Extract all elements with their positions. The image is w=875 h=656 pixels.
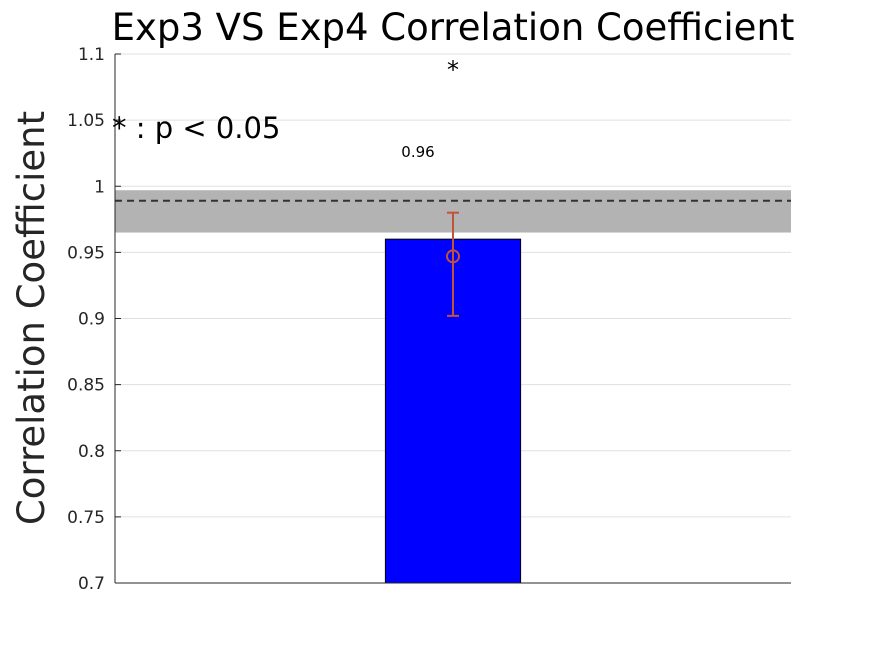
y-tick-label: 0.85	[67, 376, 105, 396]
y-tick-label: 0.9	[78, 310, 105, 330]
significance-marker: *	[447, 56, 459, 84]
y-tick-label: 0.7	[78, 574, 105, 594]
y-tick-label: 0.75	[67, 508, 105, 528]
significance-note: * : p < 0.05	[112, 111, 280, 145]
error-bars	[446, 211, 460, 317]
bar-value-label: 0.96	[401, 143, 434, 161]
y-tick-labels: 0.7 0.75 0.8 0.85 0.9 0.95 1 1.05 1.1	[67, 45, 105, 594]
axes	[114, 53, 791, 584]
y-axis-label: Correlation Coefficient	[10, 111, 53, 525]
y-tick-label: 1.1	[78, 45, 105, 65]
y-tick-label: 0.95	[67, 243, 105, 263]
y-tick-label: 1	[94, 177, 105, 197]
chart-title: Exp3 VS Exp4 Correlation Coefficient	[112, 6, 795, 49]
y-tick-label: 1.05	[67, 111, 105, 131]
mean-marker	[446, 249, 460, 264]
y-tick-label: 0.8	[78, 442, 105, 462]
